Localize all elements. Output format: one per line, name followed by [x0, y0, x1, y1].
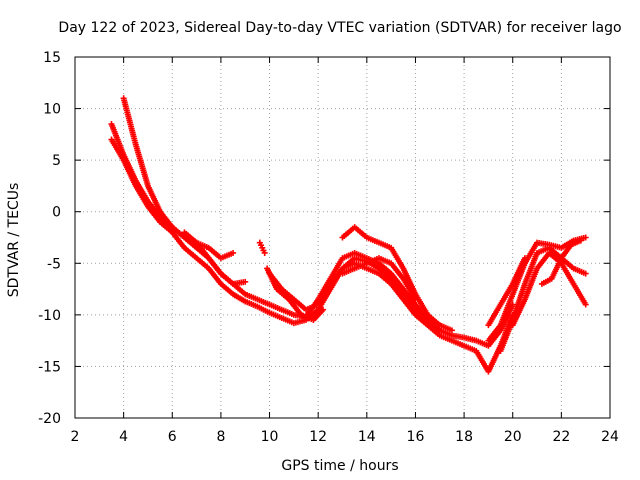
series-track-12: [538, 237, 584, 287]
series-track-10: [509, 249, 589, 329]
series-track-4: [181, 229, 249, 287]
data-point: [521, 255, 528, 262]
y-tick-label: -10: [38, 308, 61, 324]
data-point: [582, 301, 589, 308]
x-tick-label: 18: [455, 429, 473, 445]
data-point: [582, 270, 589, 277]
x-tick-label: 16: [407, 429, 425, 445]
x-tick-label: 8: [216, 429, 225, 445]
data-point: [261, 249, 268, 256]
x-axis-label: GPS time / hours: [281, 458, 398, 474]
x-tick-label: 22: [552, 429, 570, 445]
x-tick-label: 12: [309, 429, 327, 445]
y-tick-label: -20: [38, 411, 61, 427]
x-tick-label: 24: [601, 429, 619, 445]
data-point: [577, 237, 584, 244]
x-tick-label: 4: [119, 429, 128, 445]
y-tick-label: 15: [43, 50, 61, 66]
axes: [74, 56, 611, 419]
x-tick-label: 6: [168, 429, 177, 445]
x-tick-label: 14: [358, 429, 376, 445]
plot-frame: [74, 56, 611, 419]
series-track-13: [256, 239, 268, 256]
data-point: [582, 234, 589, 241]
data-point: [320, 306, 327, 313]
series-track-11: [485, 255, 528, 329]
y-tick-label: -15: [38, 359, 61, 375]
x-tick-label: 20: [504, 429, 522, 445]
data-point: [448, 327, 455, 334]
series-track-3: [120, 95, 237, 262]
series-track-7: [339, 255, 419, 303]
y-tick-label: 10: [43, 102, 61, 118]
data-point: [436, 327, 443, 334]
chart-title: Day 122 of 2023, Sidereal Day-to-day VTE…: [58, 20, 621, 36]
x-tick-label: 2: [71, 429, 80, 445]
y-tick-label: 0: [52, 205, 61, 221]
data-points: [108, 95, 589, 375]
data-point: [412, 296, 419, 303]
x-tick-label: 10: [261, 429, 279, 445]
series-track-6: [339, 224, 455, 334]
y-tick-label: 5: [52, 153, 61, 169]
y-axis-label: SDTVAR / TECUs: [6, 183, 22, 298]
y-tick-label: -5: [47, 256, 61, 272]
series-track-2: [108, 136, 516, 375]
series-track-14: [264, 265, 327, 324]
data-point: [242, 278, 249, 285]
data-point: [230, 249, 237, 256]
